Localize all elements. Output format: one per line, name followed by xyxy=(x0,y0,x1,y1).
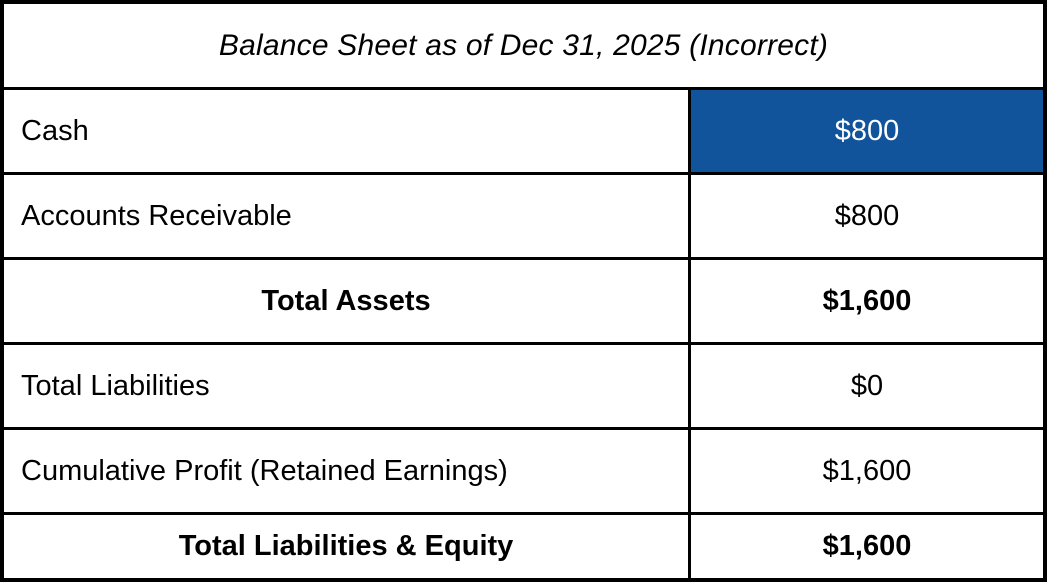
row-value: $1,600 xyxy=(688,515,1043,578)
row-value-highlighted: $800 xyxy=(688,90,1043,172)
table-row: Cash $800 xyxy=(4,87,1043,172)
row-value: $1,600 xyxy=(688,260,1043,342)
table-row: Cumulative Profit (Retained Earnings) $1,… xyxy=(4,427,1043,512)
row-value: $800 xyxy=(688,175,1043,257)
table-row: Total Assets $1,600 xyxy=(4,257,1043,342)
row-label: Cash xyxy=(21,114,89,147)
row-label: Total Liabilities & Equity xyxy=(178,530,514,562)
row-value: $0 xyxy=(688,345,1043,427)
table-title-row: Balance Sheet as of Dec 31, 2025 (Incorr… xyxy=(4,4,1043,87)
row-value: $1,600 xyxy=(688,430,1043,512)
row-label: Total Assets xyxy=(261,284,431,317)
table-row: Total Liabilities & Equity $1,600 xyxy=(4,512,1043,578)
row-label: Accounts Receivable xyxy=(21,199,292,232)
row-label: Total Liabilities xyxy=(21,369,210,402)
table-title: Balance Sheet as of Dec 31, 2025 (Incorr… xyxy=(218,28,829,62)
table-row: Total Liabilities $0 xyxy=(4,342,1043,427)
row-label: Cumulative Profit (Retained Earnings) xyxy=(21,454,508,487)
table-row: Accounts Receivable $800 xyxy=(4,172,1043,257)
